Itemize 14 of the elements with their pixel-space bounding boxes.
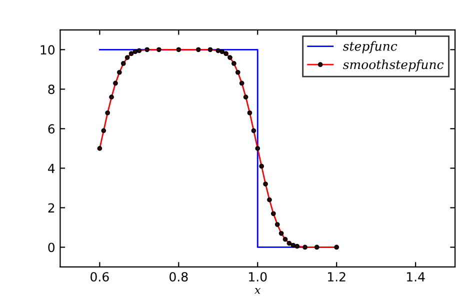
x-tick-label: 0.6 (90, 272, 109, 282)
y-tick-label: 6 (48, 124, 55, 134)
y-tick-label: 0 (48, 242, 55, 252)
legend-label: smoothstepfunc (342, 59, 444, 72)
x-tick-label: 1.2 (328, 272, 346, 282)
x-tick-label: 1.0 (249, 272, 267, 282)
y-tick-label: 2 (48, 203, 54, 212)
y-tick-label: 10 (40, 45, 55, 55)
y-tick-label: 8 (48, 84, 54, 94)
x-tick-label: 1.4 (406, 272, 425, 282)
legend-label: stepfunc (342, 41, 398, 54)
x-tick-label: 0.8 (170, 272, 188, 282)
y-tick-label: 4 (48, 164, 55, 173)
x-axis-title: x (254, 288, 261, 294)
